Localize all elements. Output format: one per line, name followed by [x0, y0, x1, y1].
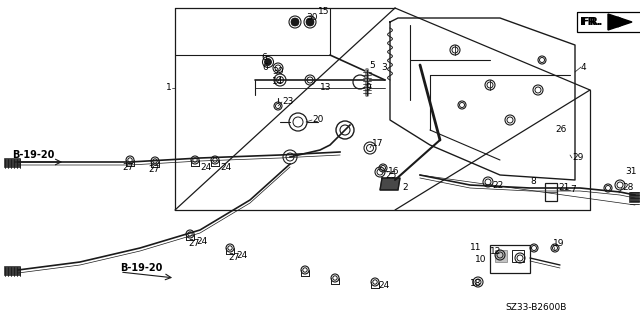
Circle shape: [291, 18, 299, 26]
Text: 19: 19: [553, 240, 564, 249]
Text: 23: 23: [282, 98, 293, 107]
Text: 24: 24: [196, 238, 207, 247]
Bar: [4, 158, 20, 167]
Text: 3: 3: [381, 63, 387, 72]
Text: 27: 27: [228, 254, 239, 263]
Text: SZ33-B2600B: SZ33-B2600B: [505, 303, 566, 313]
Text: 6: 6: [261, 54, 267, 63]
Circle shape: [306, 18, 314, 26]
Text: 4: 4: [581, 63, 587, 71]
Text: 28: 28: [622, 183, 634, 192]
Text: 27: 27: [188, 239, 200, 248]
Circle shape: [336, 121, 354, 139]
Bar: [495, 250, 507, 262]
Text: 29: 29: [572, 153, 584, 162]
Polygon shape: [380, 178, 400, 190]
Text: 10: 10: [475, 256, 486, 264]
Text: 14: 14: [272, 78, 284, 86]
Text: 11: 11: [470, 243, 481, 253]
Text: 31: 31: [625, 167, 637, 176]
Text: 20: 20: [312, 115, 323, 124]
Text: 17: 17: [372, 139, 383, 149]
Circle shape: [264, 58, 271, 65]
Text: 27: 27: [122, 164, 133, 173]
Text: 15: 15: [318, 8, 330, 17]
Bar: [490, 245, 530, 273]
Text: 12: 12: [490, 248, 501, 256]
Text: 21: 21: [558, 183, 570, 192]
Text: 1: 1: [166, 84, 172, 93]
Bar: [4, 266, 20, 275]
Text: 26: 26: [555, 125, 566, 135]
Text: 18: 18: [470, 279, 481, 288]
Text: 5: 5: [369, 61, 375, 70]
Text: FR.: FR.: [582, 17, 602, 27]
Text: 16: 16: [388, 167, 399, 176]
Text: 30: 30: [272, 68, 284, 77]
Text: 24: 24: [378, 281, 389, 291]
Text: FR.: FR.: [580, 17, 600, 27]
Bar: [577, 12, 640, 32]
Text: 6: 6: [262, 63, 268, 72]
Circle shape: [289, 113, 307, 131]
Text: 24: 24: [200, 164, 211, 173]
Text: 2: 2: [402, 183, 408, 192]
Text: 22: 22: [492, 182, 503, 190]
Text: 24: 24: [236, 251, 247, 261]
Bar: [512, 250, 524, 262]
Text: 27: 27: [148, 165, 159, 174]
Text: 24: 24: [220, 164, 231, 173]
Bar: [545, 183, 557, 201]
Text: 7: 7: [570, 186, 576, 195]
Text: B-19-20: B-19-20: [12, 150, 54, 160]
Text: B-19-20: B-19-20: [120, 263, 163, 273]
Bar: [629, 192, 639, 202]
Text: 13: 13: [320, 84, 332, 93]
Polygon shape: [608, 14, 632, 30]
Text: 8: 8: [530, 177, 536, 187]
Text: 30: 30: [306, 13, 317, 23]
Text: 25: 25: [385, 172, 396, 181]
Text: 9: 9: [365, 84, 371, 93]
